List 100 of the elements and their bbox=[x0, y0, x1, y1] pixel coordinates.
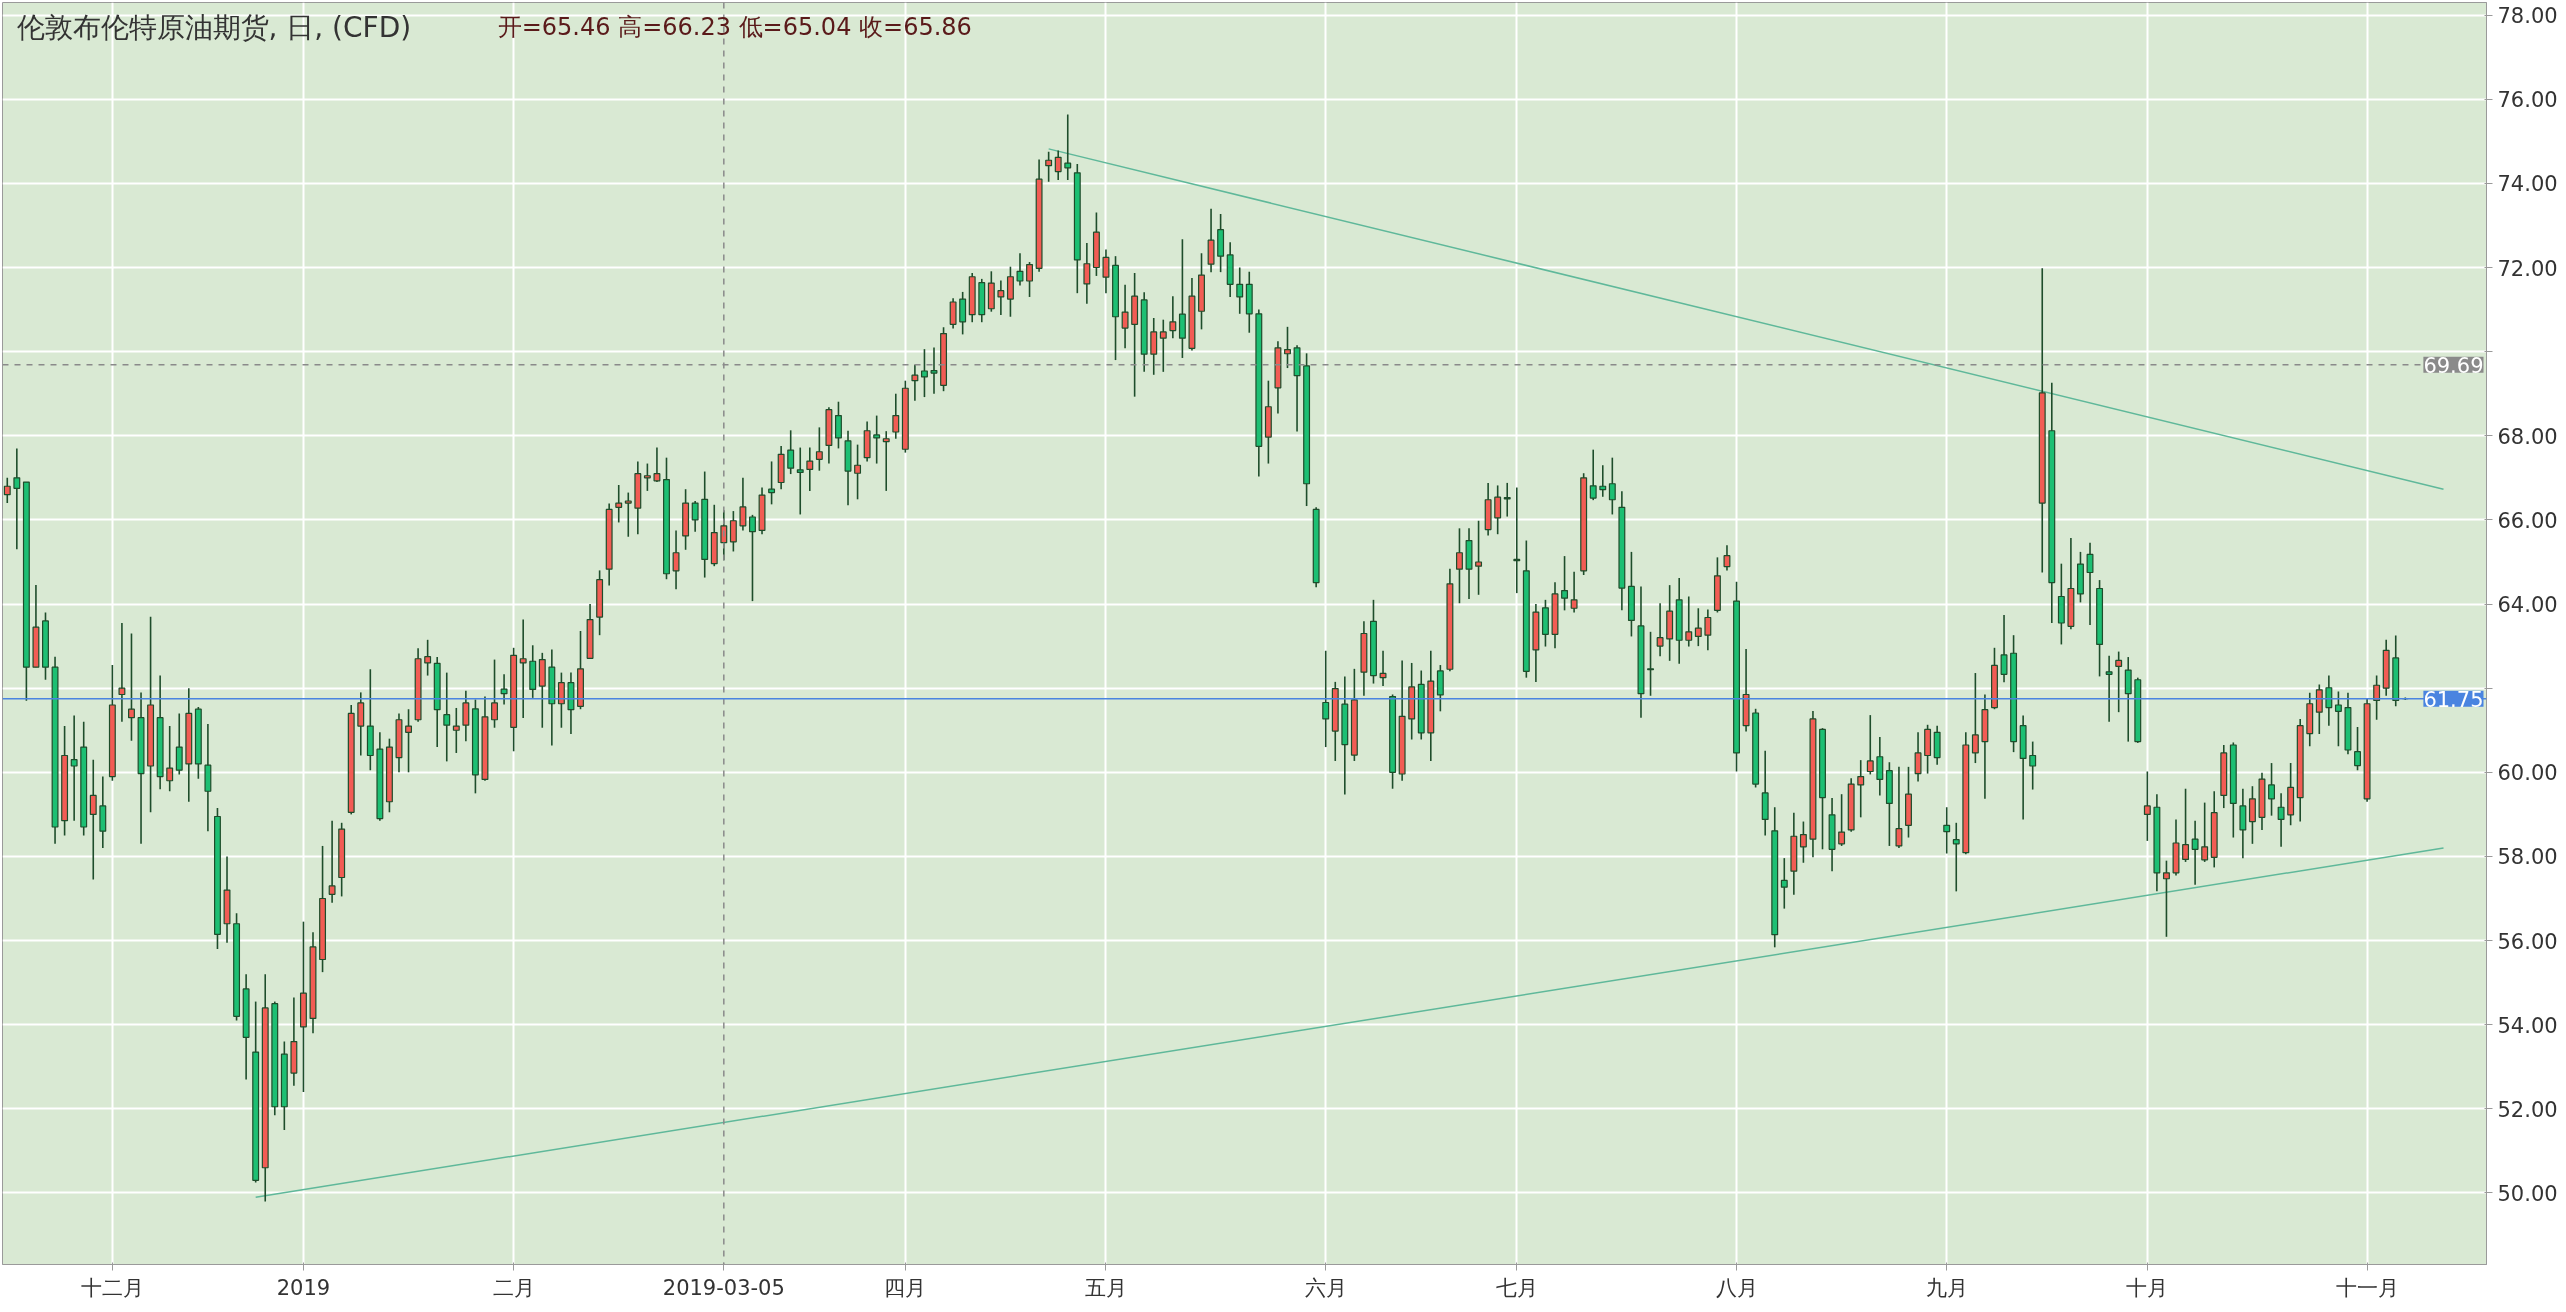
candlestick bbox=[1026, 261, 1033, 298]
candlestick bbox=[2239, 787, 2247, 859]
candlestick bbox=[2086, 541, 2094, 626]
candlestick bbox=[1656, 602, 1664, 658]
candlestick bbox=[2201, 801, 2209, 863]
candlestick bbox=[175, 712, 183, 776]
y-tick-label: 52.00 bbox=[2497, 1097, 2558, 1122]
y-tick-label: 72.00 bbox=[2497, 256, 2558, 281]
candlestick bbox=[911, 363, 919, 402]
candlestick bbox=[691, 500, 699, 533]
candlestick bbox=[768, 460, 776, 506]
ref-line-label: 69.69 bbox=[2423, 353, 2484, 378]
candlestick bbox=[1322, 649, 1330, 748]
candlestick bbox=[1943, 806, 1951, 855]
candlestick bbox=[806, 446, 814, 492]
candlestick bbox=[1169, 295, 1177, 339]
candlestick bbox=[892, 392, 900, 440]
candlestick bbox=[405, 708, 412, 774]
candlestick bbox=[1561, 555, 1569, 612]
candlestick bbox=[1799, 820, 1807, 864]
candlestick bbox=[2143, 770, 2151, 842]
candlestick bbox=[815, 426, 823, 472]
candlestick bbox=[1971, 672, 1979, 764]
candlestick bbox=[452, 707, 460, 754]
y-tick-label: 64.00 bbox=[2497, 593, 2558, 618]
candlestick bbox=[882, 430, 890, 492]
candlestick bbox=[1704, 608, 1712, 652]
candlestick bbox=[1503, 482, 1511, 518]
y-tick-label: 56.00 bbox=[2497, 929, 2558, 954]
candlestick bbox=[89, 758, 97, 881]
candlestick bbox=[443, 671, 451, 763]
x-tick-label: 十一月 bbox=[2335, 1275, 2399, 1300]
candlestick bbox=[729, 510, 737, 553]
candlestick bbox=[491, 658, 498, 729]
candlestick bbox=[2268, 762, 2275, 817]
candlestick bbox=[1207, 207, 1215, 273]
candlestick bbox=[2354, 726, 2361, 772]
candlestick bbox=[1006, 265, 1014, 318]
candlestick bbox=[1876, 736, 1884, 797]
candlestick bbox=[1045, 151, 1053, 183]
candlestick bbox=[2029, 740, 2037, 791]
candlestick bbox=[1866, 714, 1874, 776]
candlestick bbox=[920, 348, 928, 398]
candlestick bbox=[2373, 674, 2381, 721]
x-tick-label: 四月 bbox=[884, 1275, 927, 1300]
candlestick bbox=[2248, 785, 2256, 845]
candlestick bbox=[930, 346, 938, 395]
candlestick bbox=[328, 819, 336, 904]
candlestick bbox=[1178, 238, 1186, 359]
candlestick bbox=[1685, 595, 1693, 648]
candlestick bbox=[2105, 655, 2113, 723]
y-tick-label: 66.00 bbox=[2497, 508, 2558, 533]
candlestick bbox=[2191, 819, 2199, 886]
candlestick bbox=[1570, 570, 1578, 614]
candlestick bbox=[739, 477, 747, 532]
y-tick-label: 60.00 bbox=[2497, 761, 2558, 786]
candlestick bbox=[615, 484, 623, 524]
candlestick bbox=[2277, 792, 2285, 848]
candlestick bbox=[1475, 519, 1483, 596]
candlestick bbox=[1599, 464, 1607, 498]
candlestick bbox=[749, 514, 756, 602]
x-tick-label: 2019 bbox=[276, 1275, 331, 1300]
x-tick-label: 二月 bbox=[492, 1275, 535, 1300]
candlestick bbox=[796, 446, 804, 516]
y-tick-label: 76.00 bbox=[2497, 88, 2558, 113]
candlestick bbox=[624, 491, 632, 538]
candlestick bbox=[672, 529, 680, 591]
candlestick bbox=[1838, 793, 1846, 847]
x-tick-label: 2019-03-05 bbox=[662, 1275, 785, 1300]
y-tick-label: 78.00 bbox=[2497, 4, 2558, 29]
ref-line-label: 61.75 bbox=[2423, 687, 2484, 712]
candlestick bbox=[2325, 674, 2333, 727]
candlestick bbox=[1121, 283, 1129, 350]
candlestick bbox=[1494, 484, 1502, 536]
candlestick bbox=[519, 618, 527, 719]
candlestick bbox=[424, 639, 432, 677]
candlestick bbox=[653, 446, 661, 483]
candlestick bbox=[1914, 731, 1922, 783]
candlestick bbox=[166, 725, 174, 793]
candlestick bbox=[1102, 248, 1110, 294]
candlestick bbox=[1284, 326, 1291, 369]
y-tick-label: 74.00 bbox=[2497, 172, 2558, 197]
candlestick bbox=[557, 671, 565, 729]
candlestick bbox=[1694, 607, 1702, 647]
candlestick bbox=[643, 462, 651, 492]
candlestick bbox=[1952, 822, 1960, 893]
candlestick bbox=[13, 447, 21, 551]
candlestick bbox=[2124, 656, 2132, 743]
x-tick-label: 五月 bbox=[1084, 1275, 1127, 1300]
candlestick bbox=[118, 622, 126, 723]
x-tick-label: 九月 bbox=[1925, 1275, 1968, 1300]
candlestick bbox=[357, 691, 365, 757]
candlestick bbox=[1054, 149, 1062, 181]
x-tick-label: 六月 bbox=[1304, 1275, 1347, 1300]
candlestick bbox=[2315, 683, 2323, 735]
candlestick bbox=[787, 429, 795, 475]
candlestick bbox=[1456, 527, 1463, 605]
chart-subtitle: 开=65.46 高=66.23 低=65.04 收=65.86 bbox=[497, 12, 972, 41]
candlestick bbox=[2115, 650, 2123, 713]
candlestick bbox=[2000, 614, 2008, 684]
